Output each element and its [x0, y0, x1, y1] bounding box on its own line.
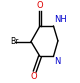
Text: O: O: [31, 72, 37, 81]
Text: NH: NH: [54, 15, 67, 24]
Text: Br: Br: [10, 37, 18, 46]
Text: N: N: [54, 57, 61, 66]
Text: O: O: [37, 1, 43, 10]
